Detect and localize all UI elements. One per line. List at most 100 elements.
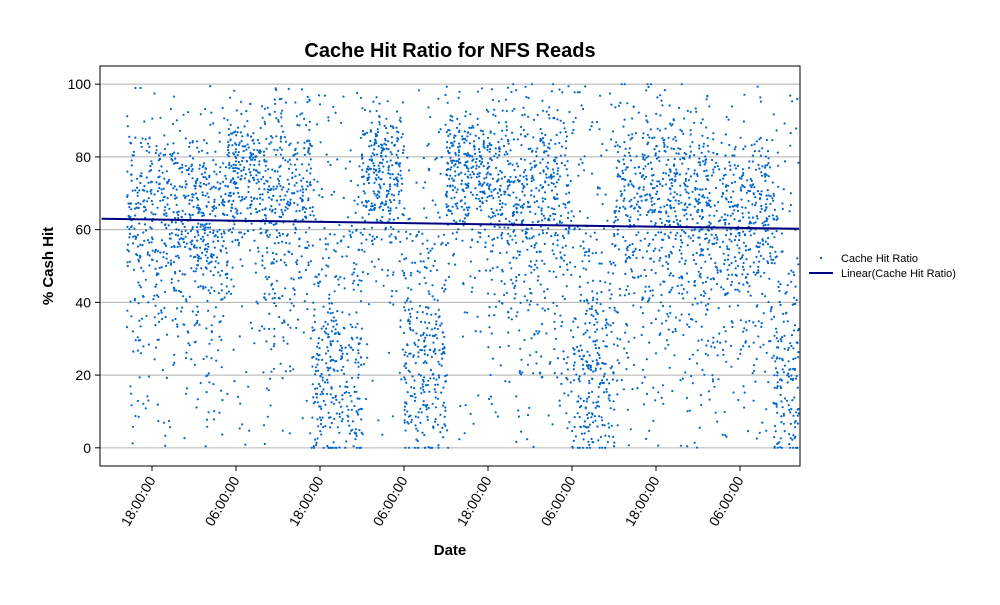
data-point (455, 238, 457, 240)
data-point (227, 141, 229, 143)
data-point (389, 235, 391, 237)
data-point (491, 279, 493, 281)
data-point (609, 283, 611, 285)
data-point (596, 359, 598, 361)
data-point (236, 209, 238, 211)
data-point (368, 213, 370, 215)
data-point (602, 340, 604, 342)
data-point (686, 397, 688, 399)
data-point (695, 180, 697, 182)
data-point (241, 236, 243, 238)
data-point (280, 140, 282, 142)
data-point (320, 141, 322, 143)
data-point (331, 194, 333, 196)
data-point (364, 109, 366, 111)
data-point (458, 158, 460, 160)
data-point (506, 125, 508, 127)
data-point (501, 302, 503, 304)
data-point (753, 370, 755, 372)
data-point (561, 146, 563, 148)
data-point (500, 194, 502, 196)
data-point (659, 283, 661, 285)
data-point (759, 432, 761, 434)
data-point (174, 271, 176, 273)
data-point (515, 441, 517, 443)
data-point (716, 236, 718, 238)
data-point (399, 117, 401, 119)
data-point (209, 188, 211, 190)
data-point (432, 373, 434, 375)
data-point (166, 334, 168, 336)
data-point (276, 229, 278, 231)
data-point (302, 195, 304, 197)
data-point (690, 375, 692, 377)
data-point (587, 367, 589, 369)
data-point (550, 174, 552, 176)
data-point (146, 176, 148, 178)
data-point (166, 203, 168, 205)
data-point (609, 298, 611, 300)
data-point (403, 145, 405, 147)
data-point (464, 432, 466, 434)
data-point (145, 407, 147, 409)
data-point (267, 191, 269, 193)
data-point (266, 251, 268, 253)
data-point (782, 406, 784, 408)
data-point (623, 178, 625, 180)
data-point (298, 277, 300, 279)
data-point (549, 363, 551, 365)
data-point (242, 145, 244, 147)
data-point (168, 224, 170, 226)
data-point (788, 404, 790, 406)
data-point (574, 266, 576, 268)
data-point (513, 211, 515, 213)
data-point (700, 267, 702, 269)
data-point (265, 180, 267, 182)
data-point (397, 173, 399, 175)
data-point (520, 359, 522, 361)
data-point (516, 163, 518, 165)
data-point (385, 127, 387, 129)
data-point (680, 246, 682, 248)
data-point (340, 345, 342, 347)
data-point (505, 99, 507, 101)
data-point (402, 349, 404, 351)
data-point (544, 198, 546, 200)
data-point (567, 394, 569, 396)
data-point (579, 276, 581, 278)
data-point (696, 188, 698, 190)
data-point (517, 138, 519, 140)
data-point (480, 130, 482, 132)
data-point (707, 175, 709, 177)
data-point (373, 154, 375, 156)
data-point (748, 217, 750, 219)
data-point (185, 195, 187, 197)
data-point (697, 209, 699, 211)
data-point (526, 249, 528, 251)
data-point (591, 378, 593, 380)
data-point (482, 133, 484, 135)
data-point (202, 286, 204, 288)
data-point (600, 436, 602, 438)
data-point (526, 299, 528, 301)
data-point (602, 382, 604, 384)
data-point (151, 200, 153, 202)
data-point (603, 375, 605, 377)
data-point (582, 447, 584, 449)
data-point (290, 163, 292, 165)
data-point (273, 302, 275, 304)
data-point (454, 264, 456, 266)
data-point (535, 242, 537, 244)
data-point (282, 430, 284, 432)
data-point (671, 182, 673, 184)
data-point (225, 247, 227, 249)
data-point (670, 193, 672, 195)
data-point (301, 185, 303, 187)
data-point (183, 241, 185, 243)
data-point (270, 135, 272, 137)
data-point (434, 384, 436, 386)
data-point (608, 435, 610, 437)
data-point (544, 134, 546, 136)
data-point (305, 216, 307, 218)
